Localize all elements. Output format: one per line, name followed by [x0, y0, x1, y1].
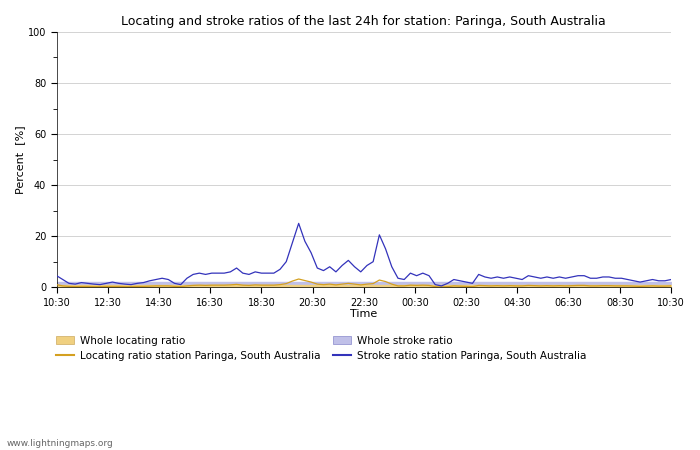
Legend: Whole locating ratio, Locating ratio station Paringa, South Australia, Whole str: Whole locating ratio, Locating ratio sta…: [56, 336, 586, 361]
X-axis label: Time: Time: [350, 309, 377, 319]
Y-axis label: Percent  [%]: Percent [%]: [15, 125, 25, 194]
Title: Locating and stroke ratios of the last 24h for station: Paringa, South Australia: Locating and stroke ratios of the last 2…: [122, 15, 606, 28]
Text: www.lightningmaps.org: www.lightningmaps.org: [7, 439, 113, 448]
